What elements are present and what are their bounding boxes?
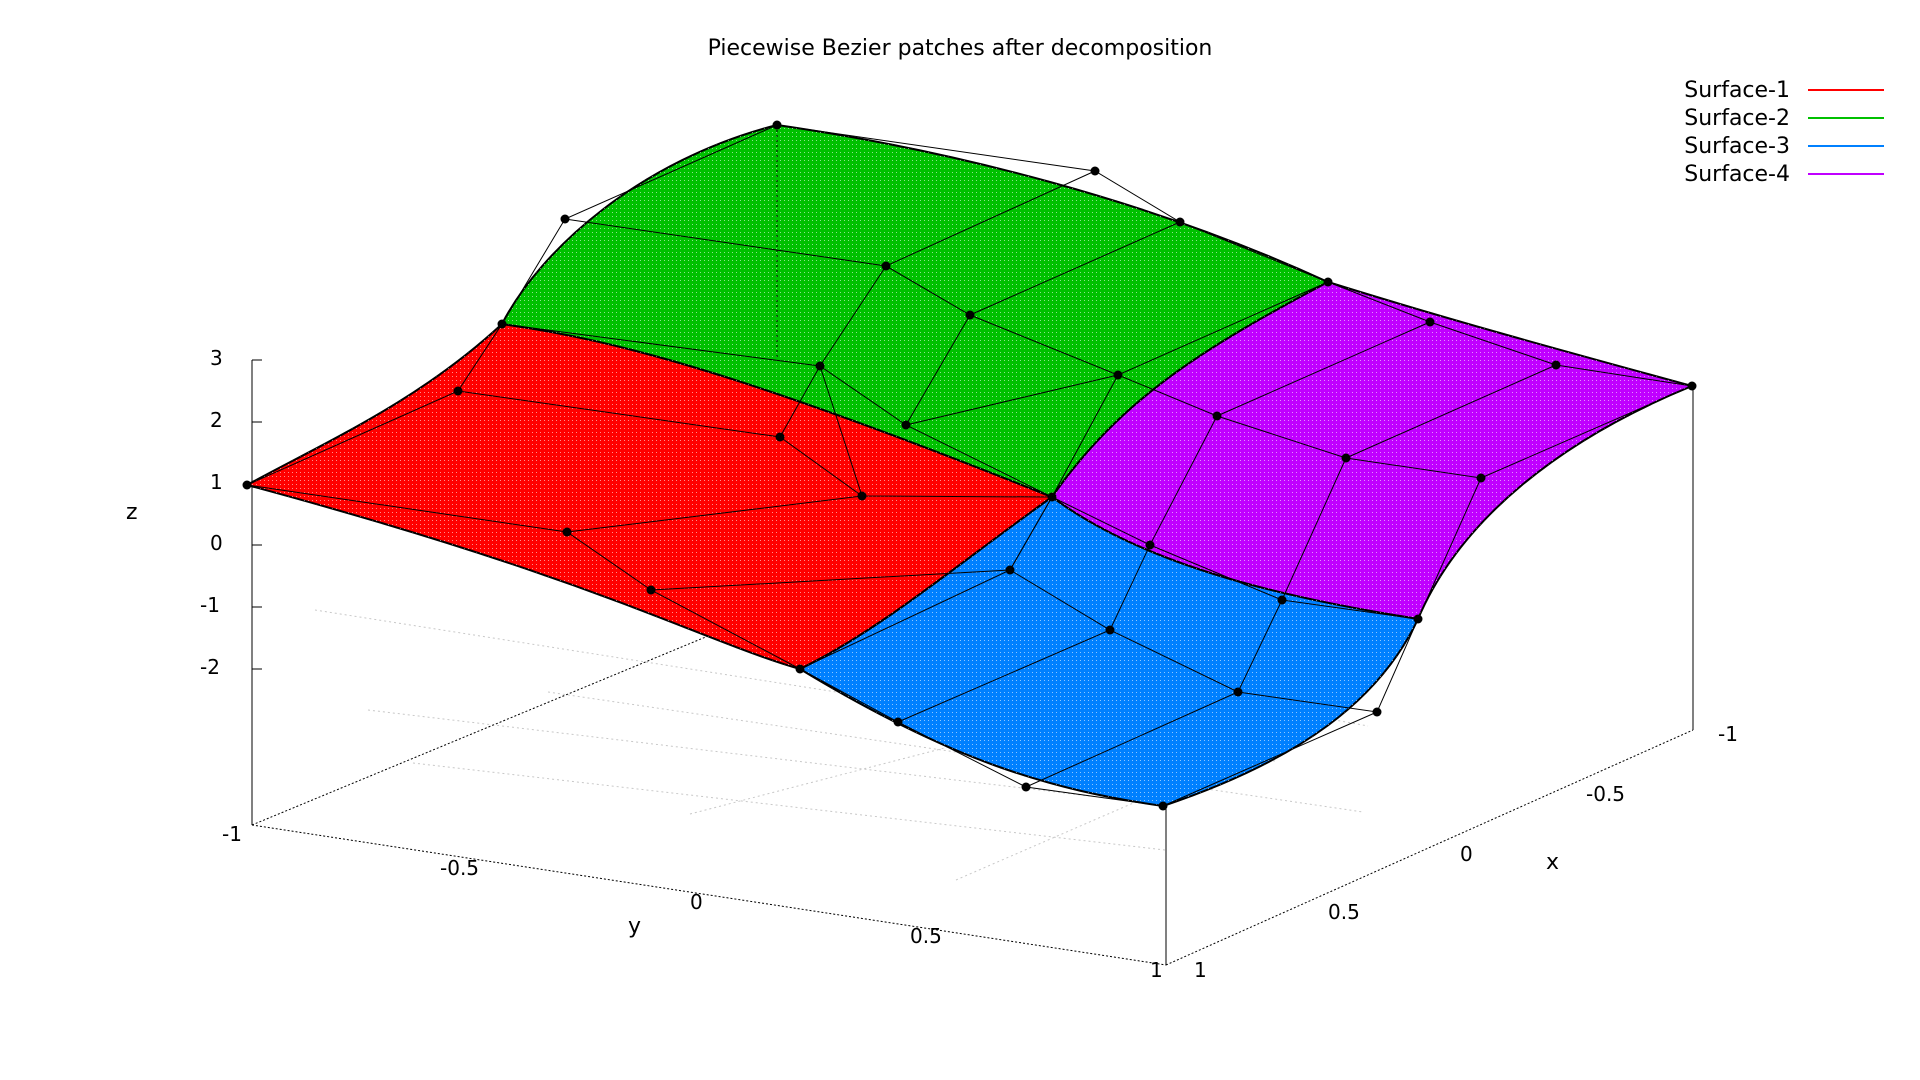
z-tick-label: -2 — [200, 655, 220, 679]
y-tick-label: 0.5 — [910, 924, 942, 948]
z-axis-ticks — [252, 359, 262, 670]
legend-line-icon — [1808, 89, 1884, 91]
z-tick-label: 1 — [210, 470, 223, 494]
legend-label: Surface-2 — [1684, 105, 1790, 131]
legend-item-surface-1: Surface-1 — [1660, 76, 1884, 104]
x-tick-label: 0.5 — [1328, 900, 1360, 924]
legend-item-surface-3: Surface-3 — [1660, 132, 1884, 160]
x-tick-label: -0.5 — [1586, 782, 1626, 806]
axis-box — [251, 360, 1694, 966]
z-tick-label: 3 — [210, 346, 223, 370]
x-tick-label: 0 — [1460, 842, 1473, 866]
y-tick-label: 0 — [690, 890, 703, 914]
z-axis-label: z — [126, 500, 138, 525]
y-axis-label: y — [628, 914, 642, 939]
y-tick-label: 1 — [1150, 958, 1163, 982]
legend-item-surface-4: Surface-4 — [1660, 160, 1884, 188]
z-tick-label: 2 — [210, 408, 223, 432]
chart-title: Piecewise Bezier patches after decomposi… — [707, 36, 1213, 61]
legend: Surface-1 Surface-2 Surface-3 Surface-4 — [1660, 76, 1884, 188]
y-tick-label: -1 — [222, 822, 242, 846]
z-tick-label: -1 — [200, 593, 220, 617]
surface-texture — [247, 125, 1692, 806]
x-axis-label: x — [1546, 850, 1560, 875]
x-tick-label: 1 — [1194, 958, 1207, 982]
control-points — [242, 120, 1697, 811]
legend-line-icon — [1808, 117, 1884, 119]
legend-label: Surface-3 — [1684, 133, 1790, 159]
legend-item-surface-2: Surface-2 — [1660, 104, 1884, 132]
legend-label: Surface-1 — [1684, 77, 1790, 103]
x-tick-label: -1 — [1718, 722, 1738, 746]
y-tick-label: -0.5 — [440, 856, 480, 880]
z-tick-label: 0 — [210, 531, 223, 555]
legend-line-icon — [1808, 145, 1884, 147]
legend-line-icon — [1808, 173, 1884, 175]
legend-label: Surface-4 — [1684, 161, 1790, 187]
